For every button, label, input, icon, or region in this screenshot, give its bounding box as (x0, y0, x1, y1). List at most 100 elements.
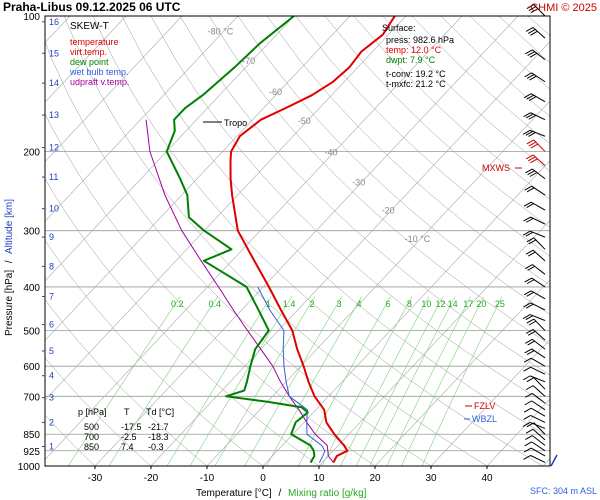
altitude-tick-label: 8 (49, 261, 54, 271)
legend-wet-bulb: wet bulb temp. (69, 67, 129, 77)
surface-temp: temp: 12.0 °C (386, 45, 442, 55)
dry-adiabat (45, 414, 96, 466)
temperature-tick-label: 40 (481, 473, 493, 484)
wind-barb (522, 375, 531, 381)
wind-barb (526, 237, 535, 243)
wind-barb (530, 158, 538, 164)
wind-barb (523, 290, 532, 296)
wind-barb (523, 357, 532, 363)
pressure-tick-label: 500 (23, 327, 40, 338)
table-header-p: p [hPa] (78, 407, 107, 417)
wind-barb (524, 441, 532, 447)
pressure-tick-label: 200 (23, 147, 40, 158)
wind-barb (525, 168, 533, 174)
table-cell: -21.7 (148, 422, 169, 432)
altitude-tick-label: 5 (49, 346, 54, 356)
wind-barb (526, 94, 534, 100)
table-cell: -0.3 (148, 442, 164, 452)
legend-temperature: temperature (70, 37, 119, 47)
isotherm (45, 16, 183, 163)
wind-barb (530, 8, 539, 14)
dry-adiabat (121, 16, 550, 439)
mixing-ratio-label: 14 (448, 299, 458, 309)
wind-barb (530, 30, 538, 36)
wind-barb (525, 154, 534, 160)
dry-adiabat (45, 299, 208, 466)
dry-adiabat (440, 16, 550, 117)
mixing-ratio-line (166, 296, 272, 466)
temperature-tick-label: 0 (260, 473, 266, 484)
wind-barb-staff (530, 357, 546, 367)
mixing-ratio-line (369, 296, 456, 466)
isotherm-label: -50 (298, 116, 311, 126)
dry-adiabat (179, 16, 550, 376)
wind-barb-staff (532, 428, 546, 441)
mixing-ratio-label: 1 (266, 299, 271, 309)
temperature-tick-label: 20 (369, 473, 381, 484)
wind-barb (523, 302, 531, 308)
mixing-ratio-label: 0.2 (171, 299, 184, 309)
wind-barb (525, 303, 534, 309)
mixing-ratio-label: 17 (463, 299, 473, 309)
isotherm (45, 16, 407, 401)
wind-barb (526, 350, 535, 355)
wind-barb (523, 407, 532, 413)
wind-barb (526, 279, 535, 285)
wind-barb-staff (533, 377, 546, 390)
pressure-tick-label: 600 (23, 362, 40, 373)
wind-barb (523, 112, 531, 118)
wind-barb (525, 338, 533, 344)
mixing-ratio-line (421, 296, 503, 466)
wind-barb (529, 52, 538, 58)
wind-barb-staff (531, 400, 546, 411)
surface-tmxfc: t-mxfc: 21.2 °C (386, 79, 446, 89)
updraft-vtemp-line (145, 119, 334, 463)
dry-adiabat (237, 16, 550, 315)
wind-barb (528, 141, 537, 147)
isotherm (45, 16, 239, 222)
wind-barb (525, 231, 534, 237)
temperature-tick-label: -30 (88, 473, 103, 484)
mixing-ratio-line (355, 296, 444, 466)
legend-title: SKEW-T (70, 21, 109, 32)
altitude-tick-label: 9 (49, 232, 54, 242)
temperature-tick-label: 10 (313, 473, 325, 484)
wind-barb-staff (533, 422, 546, 435)
mixing-ratio-label: 0.4 (208, 299, 221, 309)
table-cell: -17.5 (121, 422, 142, 432)
table-cell: -2.5 (121, 432, 137, 442)
wind-barb (525, 315, 534, 321)
dry-adiabat (45, 178, 320, 466)
wind-barb-staff (530, 407, 546, 417)
temperature-tick-label: 30 (425, 473, 437, 484)
isotherm-label: -80 °C (208, 27, 234, 37)
altitude-tick-label: 16 (49, 17, 59, 27)
isotherm (94, 16, 519, 466)
mixing-ratio-label: 10 (421, 299, 431, 309)
mixing-ratio-label: 2 (310, 299, 315, 309)
wind-barb (526, 203, 534, 209)
temperature-tick-label: -20 (144, 473, 159, 484)
altitude-tick-label: 12 (49, 143, 59, 153)
wind-barb (526, 377, 535, 383)
table-header-t: T (124, 407, 130, 417)
mixing-ratio-label: 4 (357, 299, 362, 309)
isotherm-label: -40 (325, 147, 338, 157)
wind-barb (522, 129, 531, 135)
dry-adiabat (498, 16, 550, 63)
wind-barb (526, 422, 535, 428)
mixing-ratio-line (244, 296, 343, 466)
altitude-tick-label: 11 (49, 172, 58, 182)
wind-barb-staff (530, 455, 546, 463)
isotherm (45, 16, 127, 103)
isotherm (542, 458, 550, 466)
wind-barb (525, 249, 534, 255)
copyright: CHMI © 2025 (530, 2, 597, 14)
legend-updraft: udpraft v.temp. (70, 77, 129, 87)
table-cell: -18.3 (148, 432, 169, 442)
legend-virt-temp: virt.temp. (70, 47, 107, 57)
wind-barb (525, 113, 534, 119)
wind-barb-staff (530, 447, 546, 457)
wind-barb (523, 455, 531, 460)
